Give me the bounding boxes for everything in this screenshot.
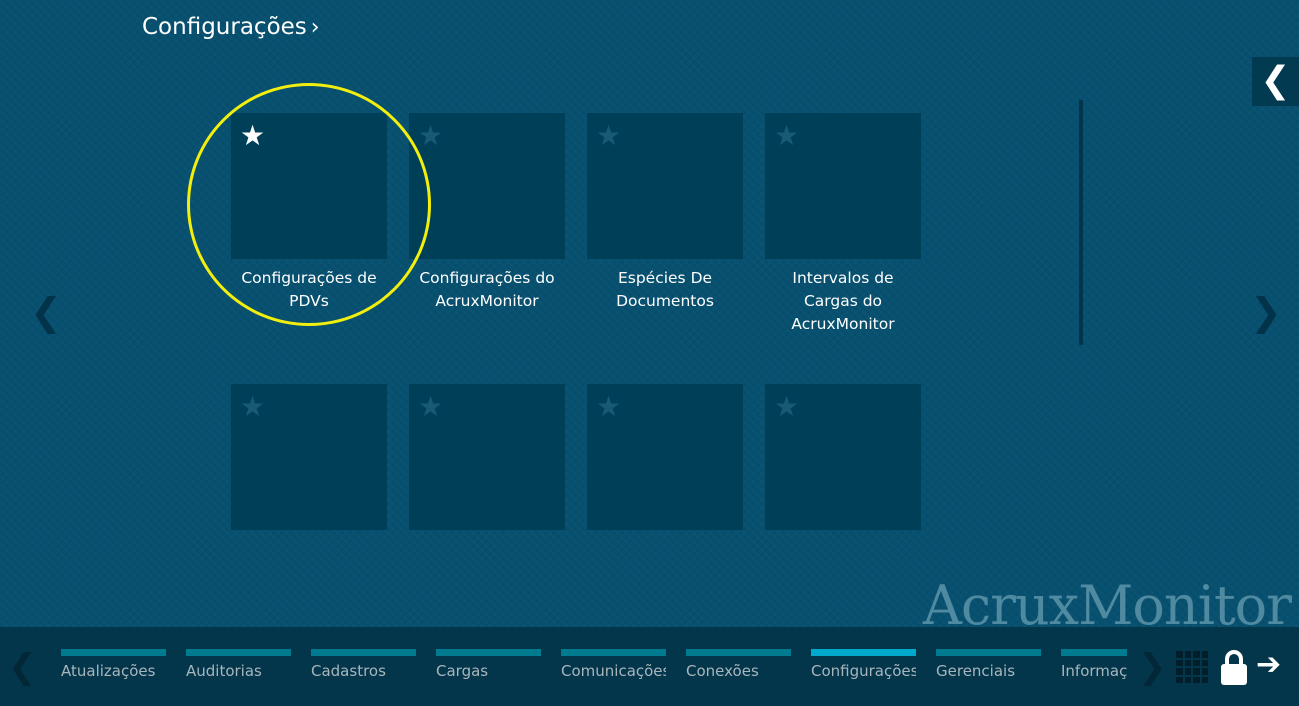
tab-bar xyxy=(811,649,916,656)
tile-box[interactable]: ★ xyxy=(765,384,921,530)
grid-icon[interactable] xyxy=(1176,651,1208,683)
tab-bar xyxy=(186,649,291,656)
tile-box[interactable]: ★ xyxy=(765,113,921,259)
tab-bar xyxy=(61,649,166,656)
tab-6[interactable]: Configurações xyxy=(811,649,916,680)
collapse-panel-button[interactable]: ❮ xyxy=(1252,57,1299,106)
chevron-right-icon: › xyxy=(310,15,320,40)
tab-bar xyxy=(561,649,666,656)
tile-label: Configurações do AcruxMonitor xyxy=(419,269,555,310)
tab-label: Comunicações xyxy=(561,662,666,680)
tile-box[interactable]: ★ xyxy=(409,384,565,530)
tab-label: Cargas xyxy=(436,662,489,680)
category-tabs: Atualizações Auditorias Cadastros Cargas Com… xyxy=(61,649,1127,689)
tab-bar xyxy=(311,649,416,656)
tab-3[interactable]: Cargas xyxy=(436,649,541,680)
tile-box[interactable]: ★ xyxy=(587,113,743,259)
star-icon[interactable]: ★ xyxy=(774,119,800,152)
tile[interactable]: ★ Espécies De Documentos xyxy=(587,113,743,313)
tile-box[interactable]: ★ xyxy=(587,384,743,530)
star-icon[interactable]: ★ xyxy=(596,119,622,152)
page-title: Configurações › xyxy=(142,14,320,40)
tab-bar xyxy=(436,649,541,656)
tab-label: Informações xyxy=(1061,662,1127,680)
tile-label: Espécies De Documentos xyxy=(616,269,714,310)
tab-label: Atualizações xyxy=(61,662,156,680)
tab-7[interactable]: Gerenciais xyxy=(936,649,1041,680)
star-icon[interactable]: ★ xyxy=(596,390,622,423)
exit-arrow-icon[interactable]: ➔ xyxy=(1256,647,1282,682)
tab-5[interactable]: Conexões xyxy=(686,649,791,680)
scrollbar[interactable] xyxy=(1079,100,1083,345)
star-icon[interactable]: ★ xyxy=(418,390,444,423)
tile[interactable]: ★ xyxy=(765,384,921,538)
prev-page-arrow[interactable]: ❮ xyxy=(30,290,62,334)
tile-box[interactable]: ★ xyxy=(409,113,565,259)
tab-label: Gerenciais xyxy=(936,662,1016,680)
tab-bar xyxy=(686,649,791,656)
tab-bar xyxy=(936,649,1041,656)
logo: AcruxMonitor xyxy=(922,574,1292,637)
tile[interactable]: ★ Intervalos de Cargas do AcruxMonitor xyxy=(765,113,921,336)
tile[interactable]: ★ xyxy=(231,384,387,538)
tab-bar xyxy=(1061,649,1127,656)
tabs-next-arrow[interactable]: ❯ xyxy=(1138,647,1167,687)
tile-label: Intervalos de Cargas do AcruxMonitor xyxy=(791,269,895,333)
tile-box[interactable]: ★ xyxy=(231,384,387,530)
tab-1[interactable]: Auditorias xyxy=(186,649,291,680)
highlight-circle xyxy=(187,83,431,326)
star-icon[interactable]: ★ xyxy=(240,390,266,423)
lock-icon[interactable] xyxy=(1220,649,1248,685)
tab-label: Auditorias xyxy=(186,662,262,680)
tab-0[interactable]: Atualizações xyxy=(61,649,166,680)
tab-label: Cadastros xyxy=(311,662,386,680)
tab-8[interactable]: Informações xyxy=(1061,649,1127,680)
tab-label: Conexões xyxy=(686,662,759,680)
tabs-prev-arrow[interactable]: ❮ xyxy=(8,647,37,687)
tab-4[interactable]: Comunicações xyxy=(561,649,666,680)
tile[interactable]: ★ Configurações do AcruxMonitor xyxy=(409,113,565,313)
tab-2[interactable]: Cadastros xyxy=(311,649,416,680)
star-icon[interactable]: ★ xyxy=(418,119,444,152)
next-page-arrow[interactable]: ❯ xyxy=(1250,290,1282,334)
tile[interactable]: ★ xyxy=(587,384,743,538)
tab-label: Configurações xyxy=(811,662,916,680)
bottom-bar: ❮ Atualizações Auditorias Cadastros Cargas C… xyxy=(0,627,1299,706)
tile[interactable]: ★ xyxy=(409,384,565,538)
star-icon[interactable]: ★ xyxy=(774,390,800,423)
